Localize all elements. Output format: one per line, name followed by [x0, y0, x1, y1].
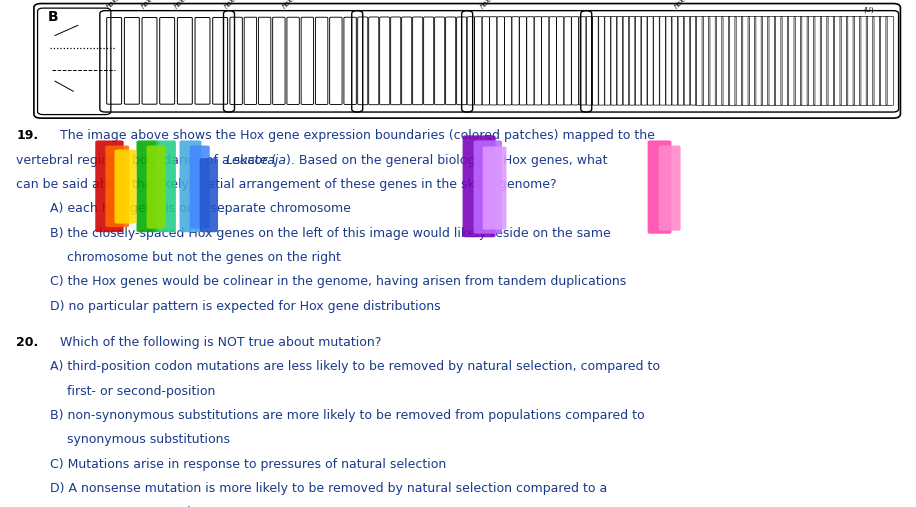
Text: (U): (U) [864, 7, 875, 13]
Text: 20.: 20. [16, 336, 38, 349]
Text: hox9: hox9 [223, 0, 239, 10]
Text: ). Based on the general biology of Hox genes, what: ). Based on the general biology of Hox g… [286, 154, 607, 167]
FancyBboxPatch shape [200, 158, 218, 232]
Text: first- or second-position: first- or second-position [67, 385, 215, 398]
FancyBboxPatch shape [114, 150, 136, 224]
FancyBboxPatch shape [463, 135, 496, 237]
FancyBboxPatch shape [659, 146, 681, 231]
Text: can be said about the likely spatial arrangement of these genes in the skate gen: can be said about the likely spatial arr… [16, 178, 557, 191]
Text: D) A nonsense mutation is more likely to be removed by natural selection compare: D) A nonsense mutation is more likely to… [50, 482, 607, 495]
Text: A) each Hox gene is on a separate chromosome: A) each Hox gene is on a separate chromo… [50, 202, 351, 215]
FancyBboxPatch shape [483, 147, 507, 230]
Text: hox5/6: hox5/6 [105, 0, 127, 10]
FancyBboxPatch shape [180, 140, 202, 232]
Text: B) the closely-spaced Hox genes on the left of this image would likely reside on: B) the closely-spaced Hox genes on the l… [50, 227, 611, 240]
Text: C) Mutations arise in response to pressures of natural selection: C) Mutations arise in response to pressu… [50, 458, 447, 471]
Text: D) no particular pattern is expected for Hox gene distributions: D) no particular pattern is expected for… [50, 300, 441, 313]
FancyBboxPatch shape [105, 146, 129, 227]
FancyBboxPatch shape [136, 140, 158, 232]
FancyBboxPatch shape [95, 140, 124, 232]
Text: hoxd11: hoxd11 [673, 0, 696, 10]
FancyBboxPatch shape [147, 146, 166, 229]
Text: hox10: hox10 [281, 0, 301, 10]
Text: chromosome but not the genes on the right: chromosome but not the genes on the righ… [67, 251, 341, 264]
FancyBboxPatch shape [34, 4, 900, 118]
FancyBboxPatch shape [648, 140, 671, 234]
FancyBboxPatch shape [156, 140, 176, 232]
Text: 19.: 19. [16, 129, 38, 142]
Text: The image above shows the Hox gene expression boundaries (colored patches) mappe: The image above shows the Hox gene expre… [60, 129, 654, 142]
Text: B: B [48, 10, 59, 24]
Text: vertebral regional boundaries of a skate (: vertebral regional boundaries of a skate… [16, 154, 277, 167]
Text: synonymous substitutions: synonymous substitutions [67, 433, 230, 447]
Text: C) the Hox genes would be colinear in the genome, having arisen from tandem dupl: C) the Hox genes would be colinear in th… [50, 275, 627, 288]
Text: hox7: hox7 [140, 0, 157, 10]
Text: hoxa11: hoxa11 [479, 0, 502, 10]
FancyBboxPatch shape [190, 146, 210, 229]
Text: Which of the following is NOT true about mutation?: Which of the following is NOT true about… [60, 336, 381, 349]
FancyBboxPatch shape [38, 8, 111, 115]
Text: B) non-synonymous substitutions are more likely to be removed from populations c: B) non-synonymous substitutions are more… [50, 409, 645, 422]
FancyBboxPatch shape [474, 140, 502, 234]
Text: A) third-position codon mutations are less likely to be removed by natural selec: A) third-position codon mutations are le… [50, 360, 660, 374]
Text: hox8: hox8 [173, 0, 190, 10]
Text: Leucoraja: Leucoraja [225, 154, 287, 167]
